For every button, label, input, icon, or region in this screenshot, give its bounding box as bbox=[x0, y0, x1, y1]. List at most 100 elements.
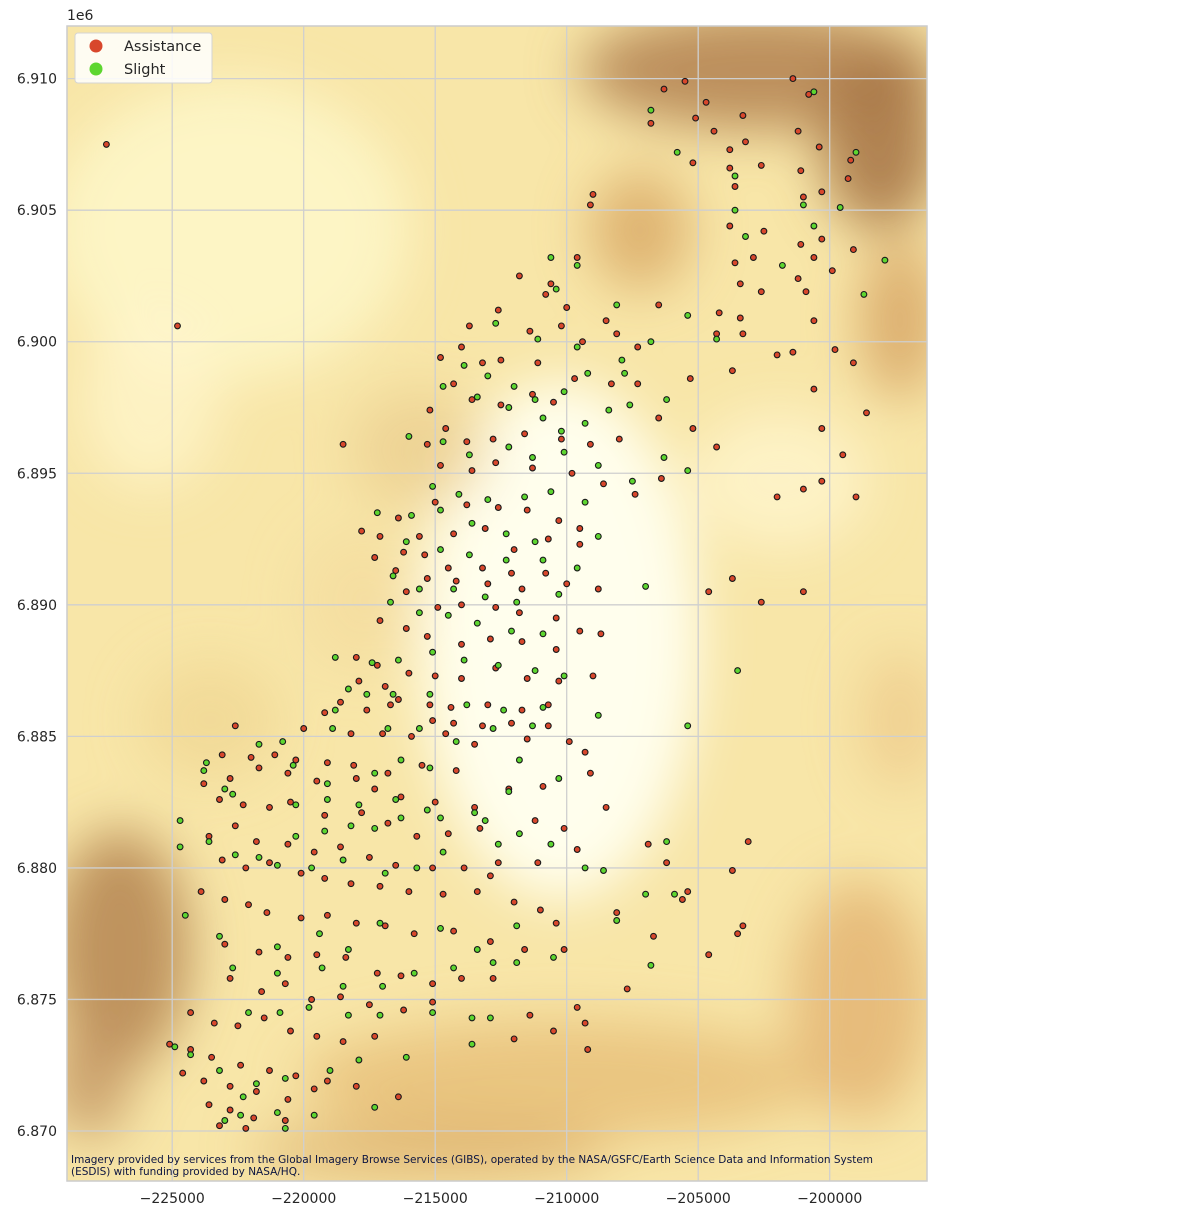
point-assistance bbox=[392, 567, 400, 575]
point-assistance bbox=[794, 127, 802, 135]
point-assistance bbox=[728, 367, 736, 375]
point-assistance bbox=[634, 343, 642, 351]
point-slight bbox=[515, 830, 523, 838]
point-slight bbox=[376, 1011, 384, 1019]
point-slight bbox=[387, 598, 394, 606]
point-assistance bbox=[736, 314, 744, 322]
point-assistance bbox=[849, 246, 857, 254]
point-assistance bbox=[486, 872, 494, 880]
point-assistance bbox=[405, 888, 413, 896]
point-assistance bbox=[494, 504, 502, 511]
point-assistance bbox=[852, 493, 860, 501]
point-slight bbox=[626, 401, 634, 409]
point-assistance bbox=[544, 701, 552, 709]
point-assistance bbox=[373, 969, 381, 977]
point-assistance bbox=[749, 254, 757, 261]
point-assistance bbox=[681, 77, 689, 85]
point-assistance bbox=[384, 769, 392, 777]
point-slight bbox=[245, 1009, 252, 1017]
point-slight bbox=[484, 496, 492, 504]
point-assistance bbox=[281, 1117, 289, 1124]
point-assistance bbox=[560, 946, 568, 953]
point-slight bbox=[500, 706, 508, 714]
point-slight bbox=[281, 1124, 289, 1132]
point-assistance bbox=[552, 919, 560, 927]
point-assistance bbox=[218, 751, 226, 759]
point-assistance bbox=[263, 909, 271, 917]
point-slight bbox=[642, 582, 650, 590]
plot-frame bbox=[66, 25, 928, 1182]
point-assistance bbox=[607, 380, 615, 388]
point-assistance bbox=[573, 254, 581, 261]
point-slight bbox=[439, 438, 447, 446]
point-assistance bbox=[634, 380, 642, 388]
point-assistance bbox=[655, 414, 663, 422]
point-assistance bbox=[510, 1035, 518, 1043]
point-slight bbox=[437, 546, 444, 554]
point-assistance bbox=[292, 1072, 300, 1080]
point-assistance bbox=[252, 1088, 260, 1095]
y-offset-label: 1e6 bbox=[67, 8, 94, 24]
point-assistance bbox=[689, 425, 697, 432]
point-slight bbox=[505, 443, 513, 451]
point-slight bbox=[684, 467, 692, 475]
point-slight bbox=[573, 261, 581, 269]
y-axis-ticks: 6.870 6.875 6.880 6.885 6.890 6.895 6.900 6.905… bbox=[17, 72, 57, 1140]
point-slight bbox=[437, 506, 444, 514]
point-assistance bbox=[384, 819, 392, 827]
point-assistance bbox=[242, 864, 250, 872]
point-assistance bbox=[810, 317, 818, 325]
point-assistance bbox=[226, 1082, 234, 1090]
point-slight bbox=[255, 853, 263, 861]
point-assistance bbox=[450, 530, 458, 538]
point-assistance bbox=[394, 1093, 402, 1101]
y-tick-label: 6.880 bbox=[17, 861, 57, 877]
point-assistance bbox=[468, 467, 476, 475]
point-slight bbox=[547, 840, 555, 848]
point-assistance bbox=[757, 161, 765, 169]
point-assistance bbox=[300, 725, 308, 732]
point-assistance bbox=[544, 535, 552, 543]
point-assistance bbox=[358, 527, 366, 535]
point-assistance bbox=[394, 514, 402, 522]
point-assistance bbox=[613, 330, 621, 338]
point-slight bbox=[881, 256, 889, 264]
point-assistance bbox=[397, 972, 405, 980]
point-assistance bbox=[187, 1009, 195, 1017]
point-assistance bbox=[581, 748, 589, 756]
point-assistance bbox=[586, 201, 594, 209]
point-assistance bbox=[410, 930, 418, 938]
point-slight bbox=[429, 1009, 437, 1017]
point-assistance bbox=[773, 493, 781, 501]
point-assistance bbox=[287, 798, 294, 806]
point-slight bbox=[594, 532, 602, 540]
point-assistance bbox=[802, 288, 810, 296]
point-assistance bbox=[337, 698, 344, 706]
point-slight bbox=[423, 806, 431, 814]
point-assistance bbox=[510, 546, 518, 554]
point-slight bbox=[810, 222, 818, 230]
point-slight bbox=[494, 840, 502, 848]
point-slight bbox=[489, 959, 497, 967]
point-assistance bbox=[660, 85, 668, 93]
point-assistance bbox=[518, 706, 526, 714]
point-slight bbox=[471, 809, 479, 817]
point-slight bbox=[539, 703, 547, 711]
point-assistance bbox=[221, 940, 229, 948]
point-slight bbox=[555, 775, 563, 782]
point-slight bbox=[539, 556, 547, 564]
point-assistance bbox=[431, 798, 439, 806]
point-assistance bbox=[484, 580, 492, 588]
point-assistance bbox=[221, 896, 229, 903]
point-slight bbox=[560, 672, 568, 680]
point-slight bbox=[176, 843, 184, 851]
point-assistance bbox=[534, 859, 542, 867]
point-slight bbox=[529, 722, 536, 730]
point-assistance bbox=[418, 761, 426, 769]
point-slight bbox=[344, 946, 352, 953]
point-assistance bbox=[760, 227, 768, 235]
point-slight bbox=[581, 498, 589, 506]
point-assistance bbox=[726, 164, 734, 172]
point-slight bbox=[660, 454, 668, 461]
point-slight bbox=[673, 148, 681, 156]
